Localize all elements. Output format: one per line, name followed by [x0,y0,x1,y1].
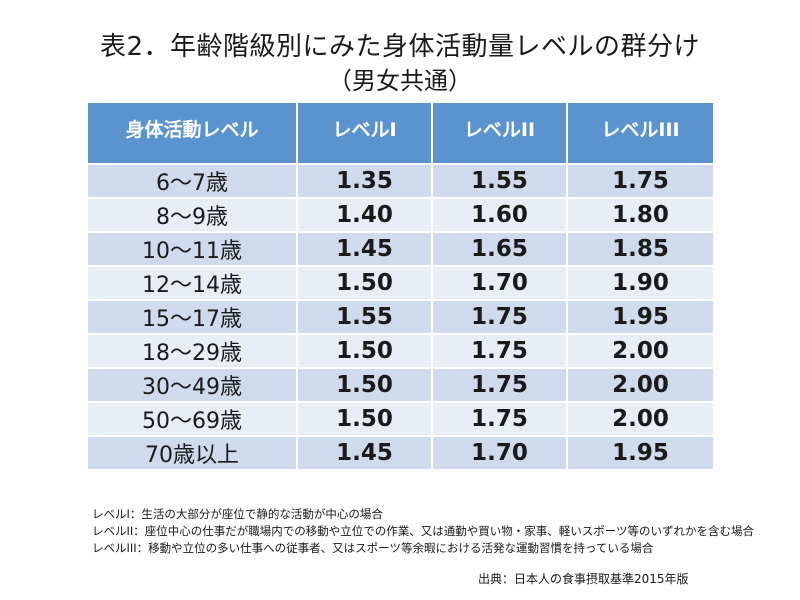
level-2-cell: 1.75 [431,299,568,335]
level-3-cell: 1.95 [566,435,715,471]
header-activity-level: 身体活動レベル [86,101,298,165]
footnote-level-3: レベルIII：移動や立位の多い仕事への従事者、又はスポーツ等余暇における活発な運… [92,541,654,555]
age-cell: 15～17歳 [86,299,298,335]
level-3-cell: 1.85 [566,231,715,267]
page-title: 表2．年齢階級別にみた身体活動量レベルの群分け [99,32,701,62]
page-subtitle: （男女共通） [328,67,472,95]
table-row: 15～17歳 1.55 1.75 1.95 [86,299,715,335]
table-row: 18～29歳 1.50 1.75 2.00 [86,333,715,369]
footnote-level-2: レベルII：座位中心の仕事だが職場内での移動や立位での作業、又は通勤や買い物・家… [92,524,755,538]
age-cell: 70歳以上 [86,435,298,471]
level-1-cell: 1.45 [296,435,433,471]
level-1-cell: 1.45 [296,231,433,267]
source-citation: 出典：日本人の食事摂取基準2015年版 [478,572,689,586]
age-cell: 18～29歳 [86,333,298,369]
age-cell: 12～14歳 [86,265,298,301]
level-3-cell: 2.00 [566,401,715,437]
level-2-cell: 1.75 [431,367,568,403]
level-1-cell: 1.40 [296,197,433,233]
table-row: 12～14歳 1.50 1.70 1.90 [86,265,715,301]
age-cell: 8～9歳 [86,197,298,233]
table-row: 70歳以上 1.45 1.70 1.95 [86,435,715,471]
age-cell: 10～11歳 [86,231,298,267]
level-1-cell: 1.50 [296,265,433,301]
level-1-cell: 1.50 [296,367,433,403]
table-row: 50～69歳 1.50 1.75 2.00 [86,401,715,437]
activity-level-table: 身体活動レベル レベルI レベルII レベルIII 6～7歳 1.35 1.55… [86,101,715,471]
level-2-cell: 1.65 [431,231,568,267]
header-level-2: レベルII [431,101,568,165]
level-2-cell: 1.60 [431,197,568,233]
table-row: 8～9歳 1.40 1.60 1.80 [86,197,715,233]
table-row: 6～7歳 1.35 1.55 1.75 [86,163,715,199]
level-1-cell: 1.35 [296,163,433,199]
footnote-level-1: レベルI：生活の大部分が座位で静的な活動が中心の場合 [92,507,383,521]
level-1-cell: 1.55 [296,299,433,335]
level-1-cell: 1.50 [296,333,433,369]
age-cell: 6～7歳 [86,163,298,199]
level-2-cell: 1.75 [431,333,568,369]
table-header-row: 身体活動レベル レベルI レベルII レベルIII [86,101,715,165]
level-2-cell: 1.55 [431,163,568,199]
level-2-cell: 1.75 [431,401,568,437]
level-3-cell: 1.80 [566,197,715,233]
header-level-3: レベルIII [566,101,715,165]
age-cell: 50～69歳 [86,401,298,437]
level-3-cell: 2.00 [566,367,715,403]
header-level-1: レベルI [296,101,433,165]
level-2-cell: 1.70 [431,265,568,301]
age-cell: 30～49歳 [86,367,298,403]
level-3-cell: 1.90 [566,265,715,301]
level-1-cell: 1.50 [296,401,433,437]
level-3-cell: 2.00 [566,333,715,369]
table-row: 10～11歳 1.45 1.65 1.85 [86,231,715,267]
footnotes: レベルI：生活の大部分が座位で静的な活動が中心の場合 レベルII：座位中心の仕事… [92,506,754,557]
table-row: 30～49歳 1.50 1.75 2.00 [86,367,715,403]
level-2-cell: 1.70 [431,435,568,471]
level-3-cell: 1.75 [566,163,715,199]
level-3-cell: 1.95 [566,299,715,335]
